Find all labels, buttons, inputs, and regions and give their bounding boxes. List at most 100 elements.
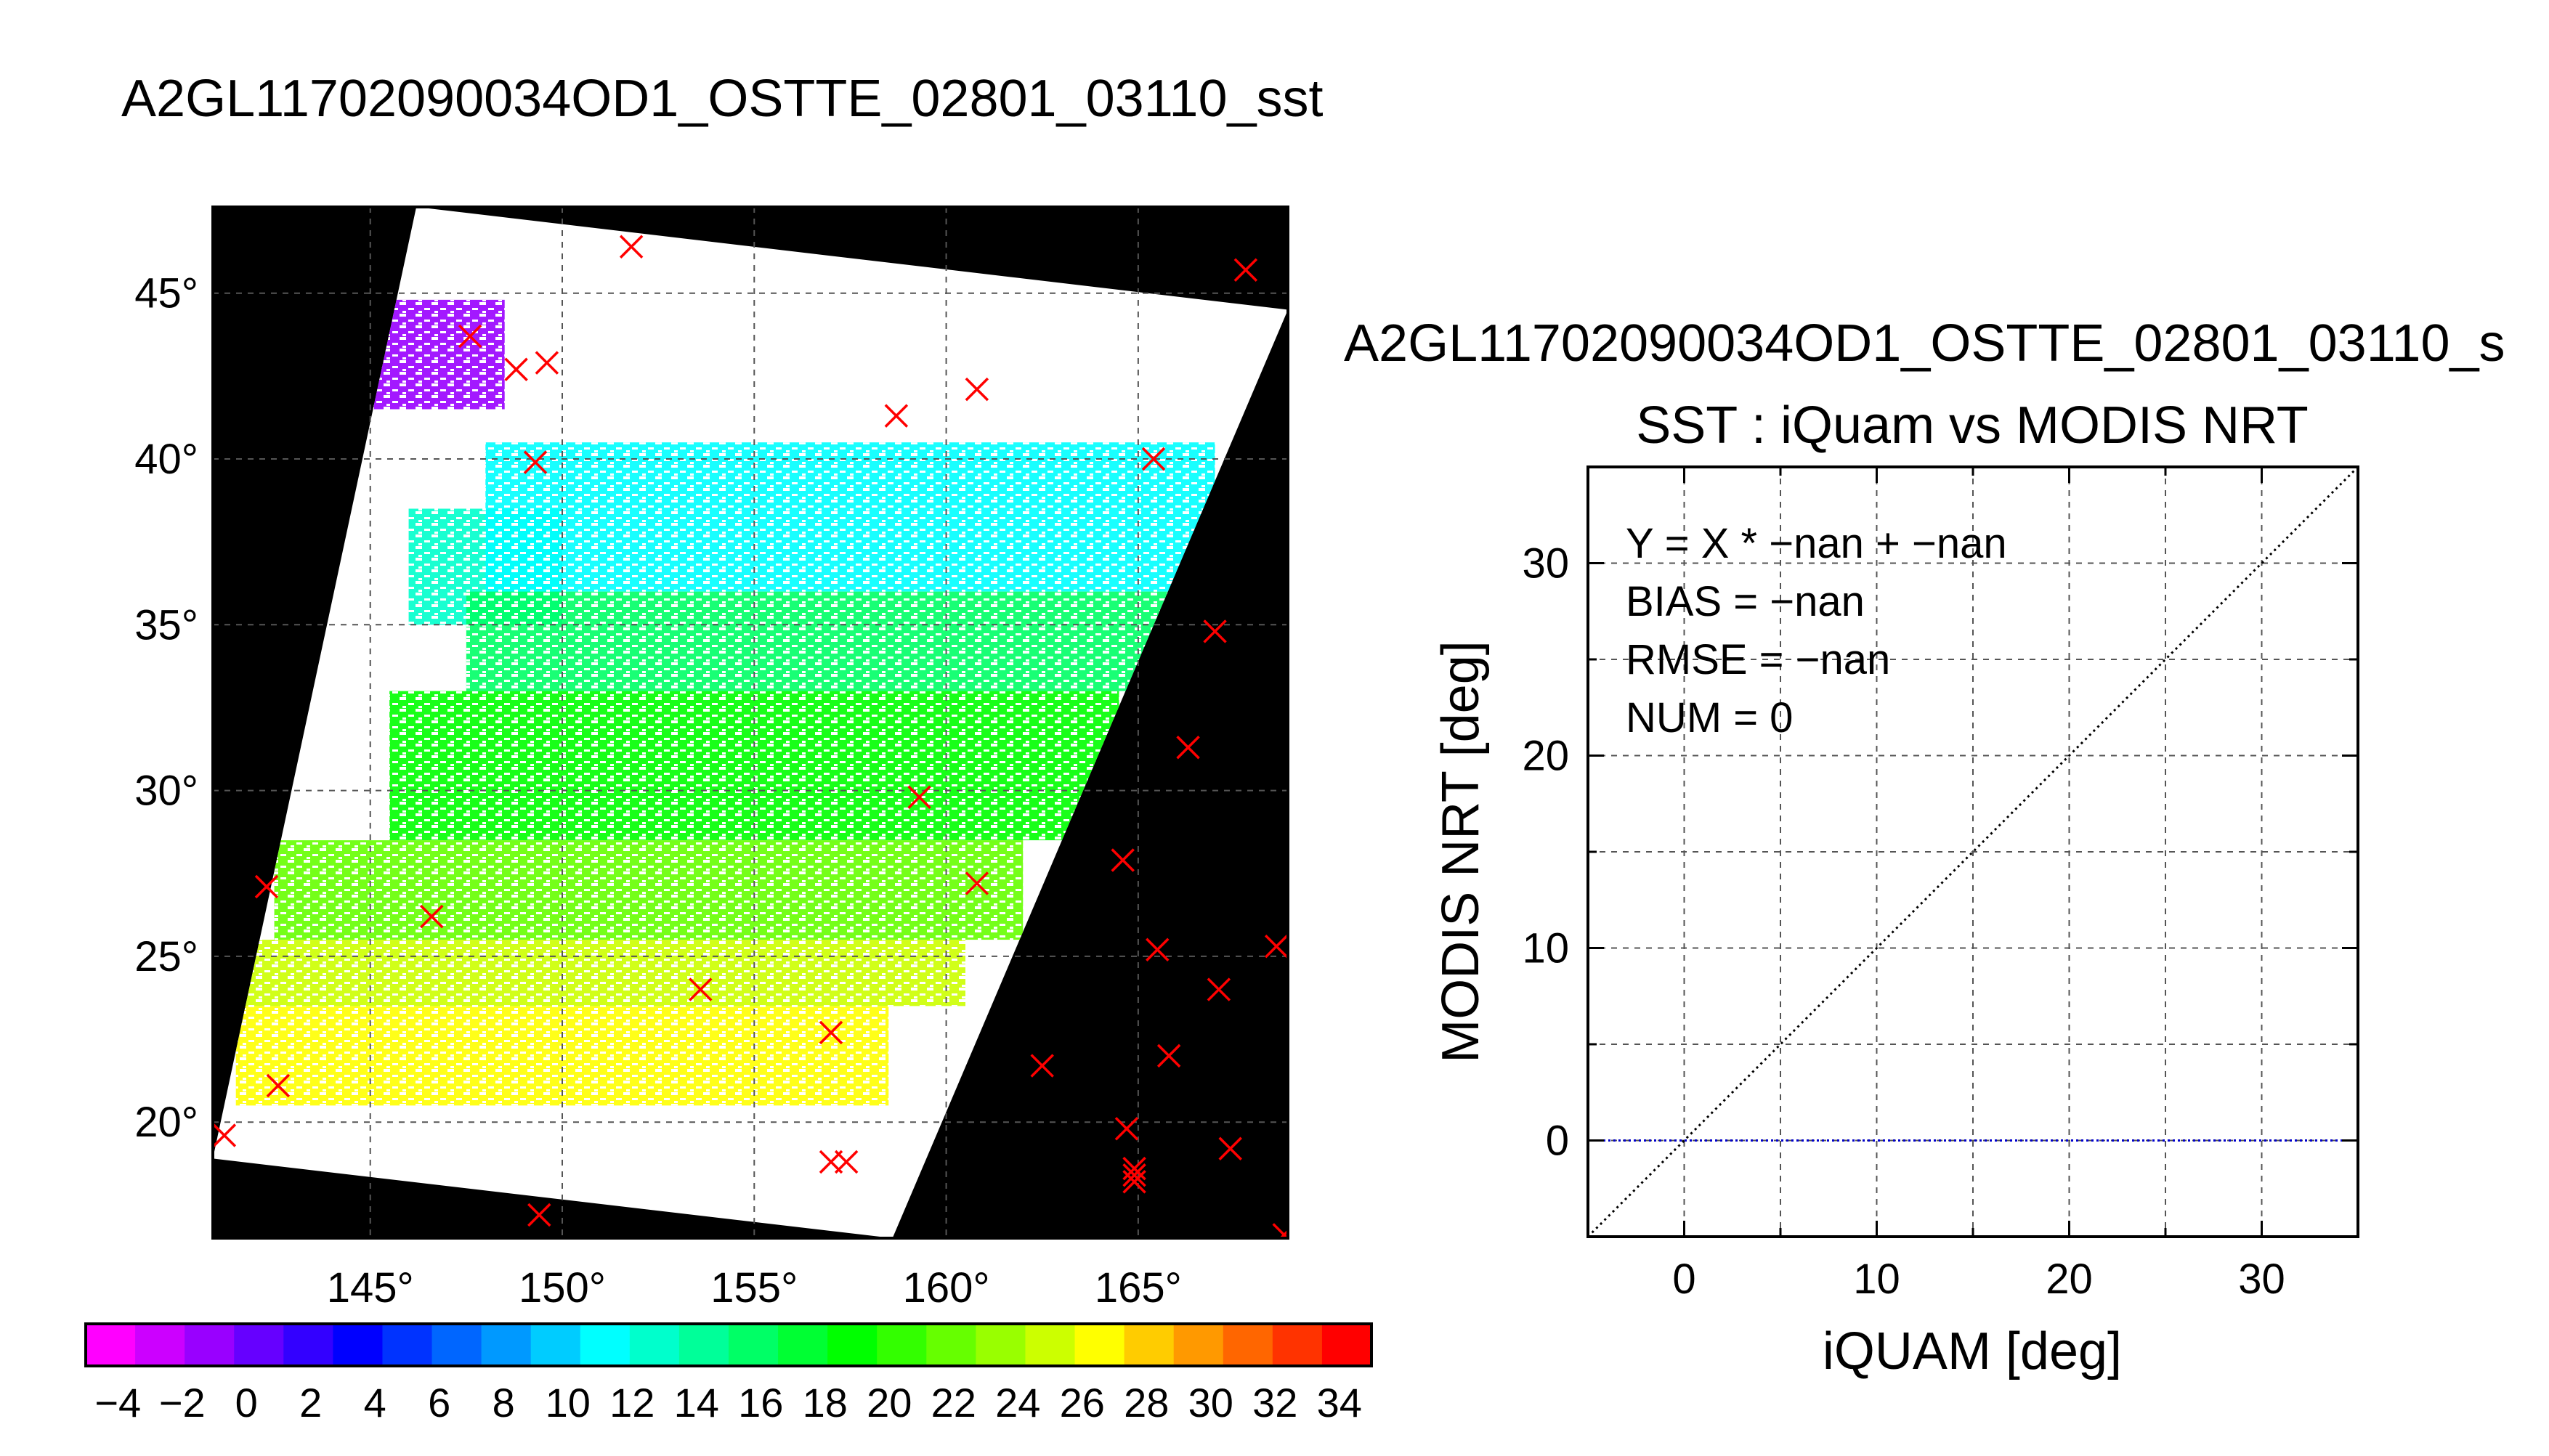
scatter-x-tick-label: 10 bbox=[1853, 1256, 1900, 1303]
colorbar-tick-labels: −4 −2 0 2 4 6 8 10 12 14 16 18 20 22 24 26 28 30 32 34 bbox=[94, 1380, 1362, 1426]
colorbar-tick-label: 12 bbox=[609, 1380, 655, 1426]
buoy-marker bbox=[1114, 1117, 1139, 1141]
scatter-x-tick-label: 30 bbox=[2238, 1256, 2285, 1303]
colorbar-band bbox=[580, 1324, 631, 1366]
colorbar-band bbox=[185, 1324, 235, 1366]
colorbar-band bbox=[1025, 1324, 1076, 1366]
buoy-marker bbox=[1141, 447, 1166, 471]
colorbar-band bbox=[382, 1324, 433, 1366]
map-grid bbox=[213, 207, 1288, 1238]
buoy-marker bbox=[1264, 934, 1288, 959]
scatter-x-tick-labels: 0 10 20 30 bbox=[1672, 1256, 2285, 1303]
buoy-marker bbox=[884, 404, 909, 428]
colorbar-band bbox=[1321, 1324, 1372, 1366]
map-longitude-label: 165° bbox=[1095, 1264, 1182, 1311]
scatter-y-tick-label: 30 bbox=[1522, 540, 1569, 587]
scatter-stat-line: Y = X * −nan + −nan bbox=[1626, 520, 2007, 567]
scatter-stats-annotations: Y = X * −nan + −nan BIAS = −nan RMSE = −na… bbox=[1626, 520, 2007, 741]
colorbar-tick-label: 4 bbox=[364, 1380, 386, 1426]
buoy-marker bbox=[1111, 848, 1135, 872]
buoy-marker bbox=[1218, 1136, 1242, 1160]
cloud-speckle bbox=[274, 840, 1024, 940]
buoy-marker bbox=[1203, 619, 1227, 643]
buoy-marker bbox=[1146, 938, 1170, 962]
colorbar-band bbox=[1124, 1324, 1175, 1366]
buoy-marker bbox=[535, 351, 559, 375]
sst-colorbar: −4 −2 0 2 4 6 8 10 12 14 16 18 20 22 24 26 28 30 32 34 bbox=[84, 1322, 1373, 1426]
colorbar-band bbox=[778, 1324, 828, 1366]
buoy-marker bbox=[689, 977, 713, 1001]
map-latitude-label: 35° bbox=[134, 601, 198, 648]
scatter-stat-line: BIAS = −nan bbox=[1626, 578, 1865, 625]
buoy-marker bbox=[254, 874, 279, 899]
scatter-y-tick-label: 20 bbox=[1522, 733, 1569, 780]
colorbar-band bbox=[86, 1324, 136, 1366]
scatter-y-tick-label: 0 bbox=[1546, 1118, 1569, 1165]
colorbar-band bbox=[976, 1324, 1026, 1366]
map-longitude-label: 155° bbox=[710, 1264, 798, 1311]
colorbar-frame bbox=[84, 1322, 1373, 1367]
colorbar-band bbox=[234, 1324, 284, 1366]
buoy-marker bbox=[907, 785, 931, 809]
cloud-speckle bbox=[485, 442, 1215, 592]
buoy-marker bbox=[458, 324, 482, 349]
buoy-marker bbox=[1030, 1054, 1054, 1078]
map-longitude-label: 160° bbox=[903, 1264, 990, 1311]
buoy-marker bbox=[965, 377, 989, 402]
colorbar-tick-label: 6 bbox=[428, 1380, 450, 1426]
scatter-stat-line: RMSE = −nan bbox=[1626, 636, 1890, 683]
cloud-speckle bbox=[466, 591, 1177, 691]
colorbar-tick-label: 28 bbox=[1124, 1380, 1169, 1426]
colorbar-tick-label: 0 bbox=[235, 1380, 258, 1426]
map-longitude-labels: 145° 150° 155° 160° 165° bbox=[327, 1264, 1182, 1311]
cloud-speckle bbox=[235, 940, 965, 1006]
colorbar-tick-label: 18 bbox=[803, 1380, 848, 1426]
colorbar-tick-label: 20 bbox=[867, 1380, 912, 1426]
colorbar-band bbox=[333, 1324, 383, 1366]
scatter-stat-line: NUM = 0 bbox=[1626, 694, 1793, 741]
map-frame bbox=[211, 206, 1289, 1240]
buoy-marker bbox=[527, 1203, 551, 1227]
buoy-marker bbox=[1122, 1163, 1146, 1187]
colorbar-band bbox=[678, 1324, 729, 1366]
scatter-y-tick-labels: 0 10 20 30 bbox=[1522, 540, 1569, 1165]
map-latitude-label: 30° bbox=[134, 768, 198, 815]
buoy-marker bbox=[420, 904, 444, 929]
colorbar-tick-label: 2 bbox=[299, 1380, 322, 1426]
colorbar-tick-label: −4 bbox=[94, 1380, 141, 1426]
buoy-marker bbox=[1233, 258, 1258, 282]
colorbar-band bbox=[877, 1324, 927, 1366]
colorbar-tick-label: 24 bbox=[995, 1380, 1040, 1426]
map-latitude-label: 40° bbox=[134, 436, 198, 483]
colorbar-band bbox=[926, 1324, 976, 1366]
colorbar-band bbox=[729, 1324, 779, 1366]
buoy-marker bbox=[1176, 736, 1200, 760]
colorbar-band bbox=[827, 1324, 878, 1366]
sst-map-panel: 145° 150° 155° 160° 165° 45° 40° 35° 30° 25° 20° bbox=[134, 206, 1289, 1311]
scatter-x-axis-label: iQUAM [deg] bbox=[1823, 1322, 2122, 1380]
map-latitude-label: 25° bbox=[134, 933, 198, 980]
scatter-x-tick-label: 0 bbox=[1672, 1256, 1695, 1303]
colorbar-tick-label: 32 bbox=[1252, 1380, 1297, 1426]
colorbar-tick-label: 8 bbox=[493, 1380, 515, 1426]
map-longitude-label: 150° bbox=[519, 1264, 606, 1311]
scatter-panel: SST : iQuam vs MODIS NRT 0 10 20 30 0 10 20 30… bbox=[1432, 396, 2359, 1380]
scatter-file-title: A2GL11702090034OD1_OSTTE_02801_03110_s bbox=[1344, 314, 2505, 373]
buoy-marker bbox=[523, 450, 548, 474]
buoy-marker bbox=[213, 1123, 237, 1147]
colorbar-tick-label: 14 bbox=[674, 1380, 719, 1426]
colorbar-band bbox=[629, 1324, 680, 1366]
map-latitude-label: 45° bbox=[134, 270, 198, 317]
map-longitude-label: 145° bbox=[327, 1264, 414, 1311]
scatter-reference-lines bbox=[1586, 465, 2359, 1238]
buoy-marker bbox=[1272, 1223, 1288, 1238]
scatter-x-tick-label: 20 bbox=[2046, 1256, 2093, 1303]
colorbar-tick-label: 34 bbox=[1317, 1380, 1362, 1426]
buoy-markers bbox=[213, 235, 1288, 1238]
colorbar-band bbox=[530, 1324, 581, 1366]
colorbar-tick-label: 10 bbox=[546, 1380, 591, 1426]
buoy-marker bbox=[1156, 1044, 1181, 1068]
colorbar-band bbox=[1173, 1324, 1224, 1366]
